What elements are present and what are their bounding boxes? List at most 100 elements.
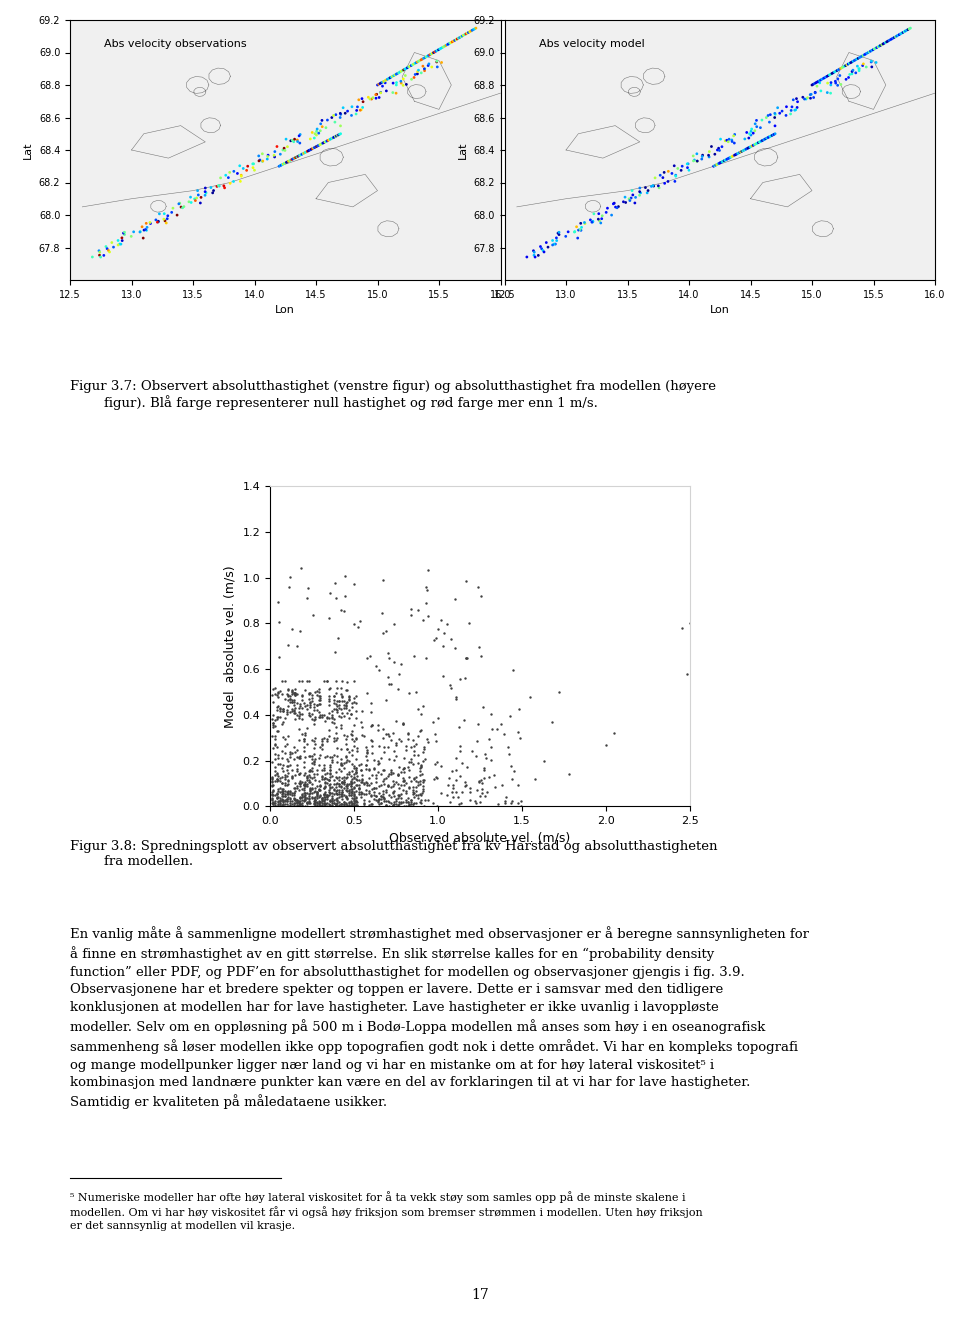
Text: Figur 3.7: Observert absolutthastighet (venstre figur) og absolutthastighet fra : Figur 3.7: Observert absolutthastighet (… <box>70 379 716 410</box>
Point <box>420 728 435 749</box>
Point <box>373 792 389 813</box>
Point <box>264 772 279 793</box>
Point <box>316 784 331 805</box>
Point <box>474 779 490 800</box>
Point <box>264 768 279 789</box>
Point <box>293 693 308 715</box>
Point <box>269 768 284 789</box>
Point <box>428 627 444 648</box>
Point <box>273 154 288 176</box>
Point <box>485 719 500 740</box>
Point <box>323 757 338 779</box>
Point <box>324 704 340 725</box>
Point <box>606 193 621 214</box>
Point <box>279 733 295 755</box>
Point <box>358 784 373 805</box>
Point <box>363 793 378 815</box>
Point <box>266 793 281 815</box>
Point <box>264 784 279 805</box>
Point <box>316 760 331 781</box>
Point <box>398 57 414 79</box>
Point <box>289 795 304 816</box>
Point <box>351 783 367 804</box>
Point <box>336 793 351 815</box>
Point <box>387 773 402 795</box>
Point <box>293 787 308 808</box>
Point <box>298 784 313 805</box>
Point <box>311 785 326 807</box>
Point <box>311 707 326 728</box>
Point <box>338 792 353 813</box>
Point <box>387 740 402 761</box>
Point <box>348 788 363 809</box>
Point <box>311 747 326 768</box>
Point <box>302 745 318 767</box>
Point <box>888 27 903 48</box>
Point <box>338 733 353 755</box>
Point <box>392 728 407 749</box>
Point <box>266 691 281 712</box>
Point <box>321 769 337 791</box>
Point <box>651 176 666 197</box>
Point <box>252 145 267 166</box>
Point <box>345 783 360 804</box>
Point <box>269 763 284 784</box>
Point <box>387 781 402 803</box>
Y-axis label: Lat: Lat <box>458 141 468 158</box>
Point <box>380 69 396 91</box>
Point <box>223 173 238 194</box>
Point <box>293 787 308 808</box>
Point <box>838 55 853 76</box>
Point <box>726 145 741 166</box>
Point <box>423 44 439 65</box>
Point <box>302 761 318 783</box>
Point <box>273 144 288 165</box>
Point <box>266 784 281 805</box>
Point <box>302 765 318 787</box>
Point <box>742 136 757 157</box>
Point <box>347 784 362 805</box>
Point <box>329 779 345 800</box>
Point <box>594 208 610 229</box>
Point <box>240 156 255 177</box>
Point <box>360 775 375 796</box>
Point <box>333 715 348 736</box>
Point <box>414 789 429 811</box>
Point <box>501 743 516 764</box>
Point <box>459 647 474 668</box>
Point <box>213 168 228 189</box>
Point <box>324 785 340 807</box>
Point <box>402 56 418 77</box>
Point <box>531 245 546 266</box>
Point <box>293 776 308 797</box>
Point <box>370 791 385 812</box>
Point <box>365 779 380 800</box>
Text: 17: 17 <box>471 1287 489 1302</box>
Point <box>460 756 475 777</box>
Point <box>273 699 288 720</box>
Point <box>285 149 300 170</box>
Point <box>338 692 353 713</box>
Point <box>428 731 444 752</box>
Point <box>314 133 329 154</box>
Point <box>266 737 281 759</box>
Point <box>282 783 298 804</box>
Point <box>273 788 288 809</box>
Point <box>288 777 303 799</box>
Point <box>343 776 358 797</box>
Point <box>267 771 283 792</box>
Point <box>458 571 473 592</box>
Point <box>473 586 489 607</box>
Point <box>336 724 351 745</box>
Point <box>309 680 324 701</box>
Point <box>333 684 348 705</box>
Point <box>306 128 322 149</box>
Point <box>278 152 294 173</box>
Point <box>493 713 509 735</box>
Point <box>394 654 409 675</box>
Point <box>327 789 344 811</box>
Point <box>383 777 398 799</box>
Point <box>313 120 328 141</box>
Point <box>385 793 400 815</box>
Point <box>304 773 320 795</box>
